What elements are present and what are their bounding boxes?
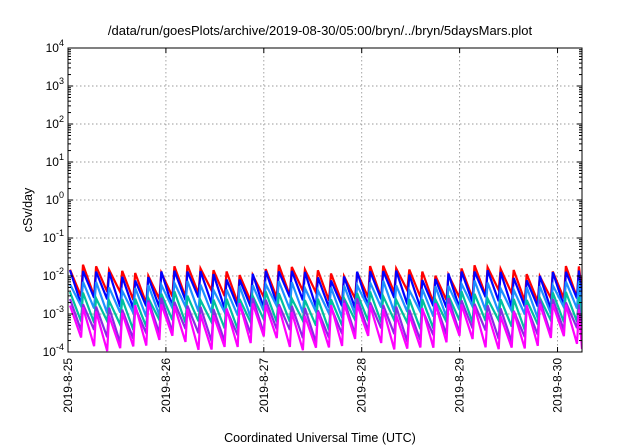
y-tick-label-exponent: -1 [56, 228, 64, 238]
y-tick-label: 100 [46, 190, 64, 207]
series-layer [68, 263, 582, 352]
y-tick-label-base: 10 [43, 307, 57, 321]
x-axis-label: Coordinated Universal Time (UTC) [224, 431, 416, 445]
y-tick-label: 10-2 [43, 266, 64, 283]
y-tick-label-base: 10 [46, 193, 60, 207]
x-tick-label: 2019-8-29 [453, 358, 467, 413]
y-tick-label-exponent: 3 [59, 76, 64, 86]
y-tick-label-base: 10 [46, 155, 60, 169]
y-tick-label: 104 [46, 38, 64, 55]
y-axis-label: cSv/day [21, 187, 35, 232]
y-tick-label-base: 10 [43, 269, 57, 283]
x-tick-label: 2019-8-26 [159, 358, 173, 413]
y-tick-label-base: 10 [46, 79, 60, 93]
x-tick-label: 2019-8-28 [355, 358, 369, 413]
chart-title: /data/run/goesPlots/archive/2019-08-30/0… [108, 23, 533, 38]
y-tick-label-base: 10 [46, 117, 60, 131]
y-tick-label-exponent: -3 [56, 304, 64, 314]
x-tick-label: 2019-8-25 [61, 358, 75, 413]
grid-layer [68, 48, 582, 352]
y-tick-label: 10-3 [43, 304, 64, 321]
y-tick-label-base: 10 [43, 345, 57, 359]
series-line [68, 302, 582, 352]
tick-layer: 10-410-310-210-11001011021031042019-8-25… [43, 38, 582, 413]
y-tick-label: 101 [46, 152, 64, 169]
y-tick-label-base: 10 [46, 41, 60, 55]
y-tick-label-exponent: -2 [56, 266, 64, 276]
y-tick-label: 103 [46, 76, 64, 93]
y-tick-label-exponent: 2 [59, 114, 64, 124]
y-tick-label-exponent: 4 [59, 38, 64, 48]
y-tick-label-exponent: -4 [56, 342, 64, 352]
x-tick-label: 2019-8-27 [257, 358, 271, 413]
y-tick-label-base: 10 [43, 231, 57, 245]
y-tick-label: 10-1 [43, 228, 64, 245]
y-tick-label: 10-4 [43, 342, 64, 359]
plot-frame [67, 47, 583, 353]
y-tick-label-exponent: 0 [59, 190, 64, 200]
y-tick-label-exponent: 1 [59, 152, 64, 162]
x-tick-label: 2019-8-30 [551, 358, 565, 413]
y-tick-label: 102 [46, 114, 64, 131]
